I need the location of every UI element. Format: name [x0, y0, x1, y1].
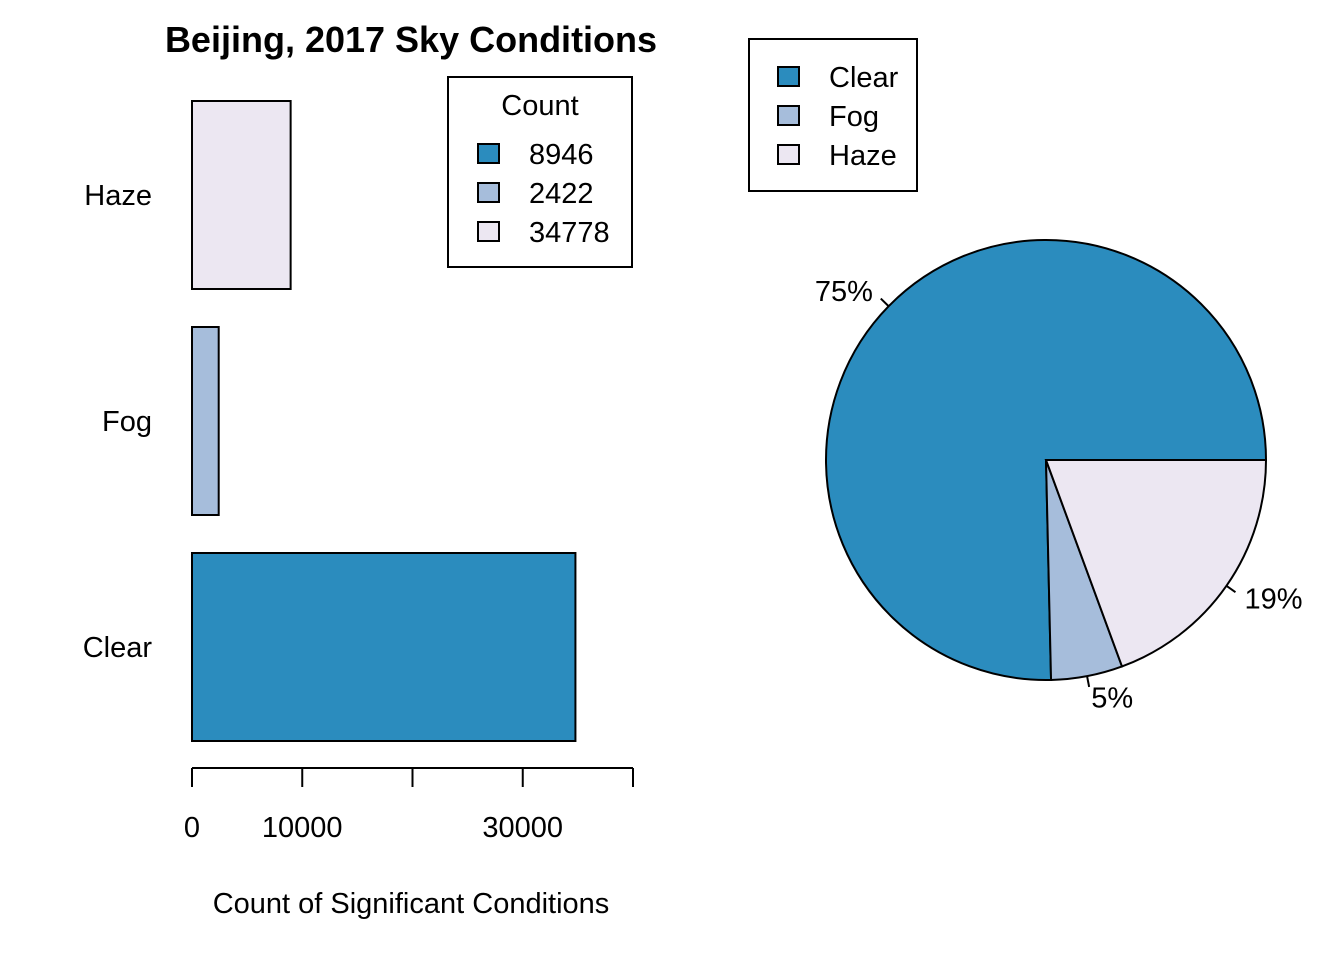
bar-legend-swatch — [477, 221, 500, 242]
pie-legend-items: Clear Fog Haze — [777, 62, 899, 172]
chart-title: Beijing, 2017 Sky Conditions — [165, 19, 657, 60]
pie-label-haze: 19% — [1244, 583, 1302, 615]
bar-haze — [191, 100, 292, 290]
bar-legend-title: Count — [501, 90, 578, 122]
pie-legend-swatch — [777, 144, 800, 165]
pie-leader-line — [880, 297, 890, 307]
category-label-haze: Haze — [84, 180, 152, 212]
category-label-fog: Fog — [102, 406, 152, 438]
x-tick-label: 0 — [184, 812, 200, 844]
x-axis-label: Count of Significant Conditions — [213, 888, 610, 920]
bar-legend-label: 2422 — [529, 178, 594, 210]
bar-legend: Count 8946 2422 34778 — [447, 76, 633, 268]
bar-legend-items: 8946 2422 34778 — [477, 139, 610, 249]
pie-legend-label: Haze — [829, 140, 897, 172]
pie-label-clear: 75% — [815, 276, 873, 308]
bar-series — [191, 100, 577, 742]
pie-legend: Clear Fog Haze — [748, 38, 918, 192]
bar-legend-swatch — [477, 182, 500, 203]
pie-label-fog: 5% — [1091, 683, 1133, 715]
pie-leader-line — [1225, 585, 1237, 593]
bar-clear — [191, 552, 577, 742]
pie-leader-line — [1086, 675, 1091, 688]
category-labels: Clear Fog Haze — [83, 180, 153, 664]
bar-legend-label: 34778 — [529, 217, 610, 249]
x-axis: 0 10000 30000 — [184, 767, 634, 844]
category-label-clear: Clear — [83, 632, 153, 664]
pie-chart: 75% 5% 19% — [815, 239, 1303, 715]
pie-legend-swatch — [777, 66, 800, 87]
bar-fog — [191, 326, 220, 516]
bar-legend-swatch — [477, 143, 500, 164]
x-tick-label: 30000 — [482, 812, 563, 844]
x-tick-label: 10000 — [262, 812, 343, 844]
pie-legend-label: Fog — [829, 101, 879, 133]
pie-legend-swatch — [777, 105, 800, 126]
pie-legend-label: Clear — [829, 62, 899, 94]
bar-legend-label: 8946 — [529, 139, 594, 171]
